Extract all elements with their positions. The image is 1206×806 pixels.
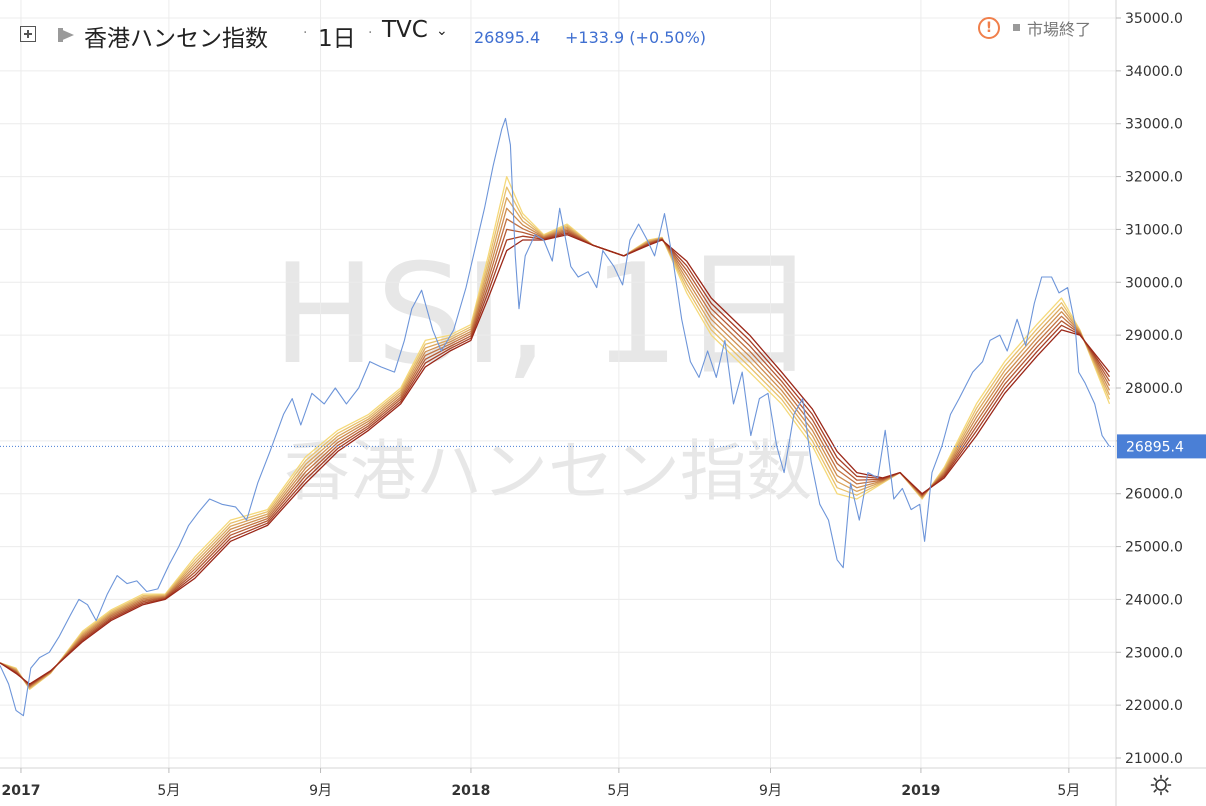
y-tick-label: 33000.0 — [1125, 117, 1183, 133]
exchange-label[interactable]: TVC — [382, 17, 428, 43]
y-tick-label: 26000.0 — [1125, 487, 1183, 503]
plus-box-icon[interactable] — [20, 26, 36, 42]
last-price-tag — [1117, 434, 1206, 459]
market-status-dot — [1013, 24, 1020, 31]
watermark-name: 香港ハンセン指数 — [284, 433, 812, 510]
watermark-symbol: HSI, 1日 — [272, 234, 818, 395]
y-tick-label: 31000.0 — [1125, 222, 1183, 238]
chevron-down-icon[interactable]: ⌄ — [436, 23, 448, 39]
price-change-text: +133.9 (+0.50%) — [565, 28, 707, 47]
last-price-text: 26895.4 — [474, 28, 541, 47]
y-tick-label: 32000.0 — [1125, 170, 1183, 186]
interval-label[interactable]: 1日 — [318, 26, 356, 52]
x-tick-label: 9月 — [759, 783, 782, 799]
last-price-marker: 26895.4 — [0, 434, 1206, 459]
price-axis[interactable]: 35000.0 34000.0 33000.0 32000.0 31000.0 30000… — [1115, 0, 1183, 806]
sun-gear-icon[interactable] — [1150, 774, 1172, 796]
x-tick-label: 5月 — [607, 783, 630, 799]
y-tick-label: 25000.0 — [1125, 540, 1183, 556]
last-price-tag-label: 26895.4 — [1126, 439, 1184, 455]
y-tick-label: 29000.0 — [1125, 328, 1183, 344]
y-tick-label: 35000.0 — [1125, 11, 1183, 27]
separator-dot: · — [303, 25, 308, 41]
watermark: HSI, 1日 香港ハンセン指数 — [272, 234, 818, 510]
x-tick-label: 5月 — [1057, 783, 1080, 799]
x-tick-label: 9月 — [309, 783, 332, 799]
flag-icon[interactable] — [58, 28, 74, 42]
price-line — [0, 117, 1110, 717]
x-tick-label: 2017 — [1, 783, 40, 799]
y-tick-label: 21000.0 — [1125, 751, 1183, 767]
y-tick-label: 34000.0 — [1125, 64, 1183, 80]
y-tick-label: 30000.0 — [1125, 275, 1183, 291]
x-tick-label: 2018 — [451, 783, 490, 799]
grid — [0, 0, 1116, 768]
x-tick-label: 2019 — [901, 783, 940, 799]
y-tick-label: 22000.0 — [1125, 698, 1183, 714]
market-status: 市場終了 — [1027, 20, 1092, 39]
y-tick-label: 24000.0 — [1125, 592, 1183, 608]
y-tick-label: 28000.0 — [1125, 381, 1183, 397]
time-axis[interactable]: 2017 5月 9月 2018 5月 9月 2019 5月 — [0, 767, 1206, 799]
price-series — [0, 117, 1110, 717]
symbol-title[interactable]: 香港ハンセン指数 — [84, 26, 268, 52]
alert-circle-icon[interactable]: ! — [978, 17, 1000, 39]
y-tick-label: 23000.0 — [1125, 645, 1183, 661]
x-tick-label: 5月 — [157, 783, 180, 799]
separator-dot: · — [368, 25, 373, 41]
